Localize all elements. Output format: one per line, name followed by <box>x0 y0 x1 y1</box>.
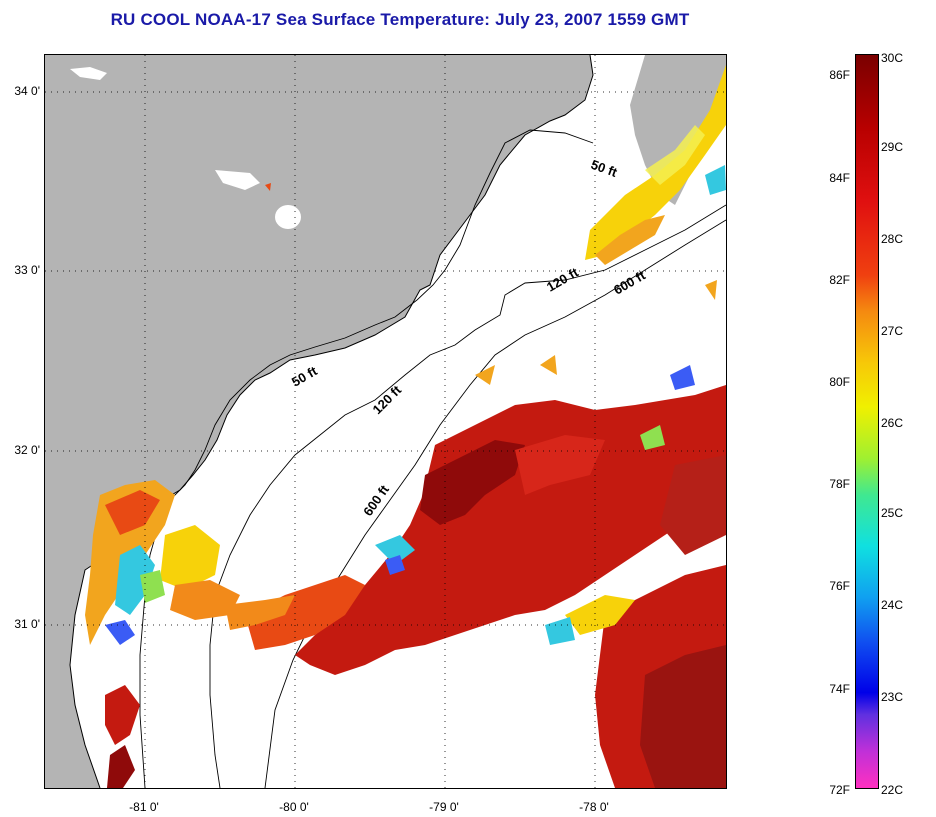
lat-label-33: 33 0' <box>14 263 40 277</box>
colorbar-c-30: 30C <box>881 51 904 65</box>
colorbar-f-74: 74F <box>829 682 850 696</box>
graticule <box>45 55 726 788</box>
colorbar-c-23: 23C <box>881 690 904 704</box>
map-title: RU COOL NOAA-17 Sea Surface Temperature:… <box>110 10 690 29</box>
colorbar-c-29: 29C <box>881 140 904 154</box>
lat-label-34: 34 0' <box>14 84 40 98</box>
colorbar-c-25: 25C <box>881 506 904 520</box>
depth-label-120ft-north: 120 ft <box>544 264 581 294</box>
colorbar-f-82: 82F <box>829 273 850 287</box>
sst-map[interactable]: 50 ft 50 ft 120 ft 120 ft 600 ft 600 ft <box>44 54 727 789</box>
lat-label-32: 32 0' <box>14 443 40 457</box>
colorbar-f-80: 80F <box>829 375 850 389</box>
colorbar-c-28: 28C <box>881 232 904 246</box>
colorbar-c-22: 22C <box>881 783 904 797</box>
colorbar-f-78: 78F <box>829 477 850 491</box>
colorbar-f-86: 86F <box>829 68 850 82</box>
colorbar-c-26: 26C <box>881 416 904 430</box>
sst-map-canvas: 50 ft 50 ft 120 ft 120 ft 600 ft 600 ft <box>45 55 726 788</box>
depth-label-600ft-south: 600 ft <box>360 482 392 519</box>
lon-label-80: -80 0' <box>279 800 309 814</box>
colorbar-f-72: 72F <box>829 783 850 797</box>
lon-label-78: -78 0' <box>579 800 609 814</box>
colorbar-f-76: 76F <box>829 579 850 593</box>
depth-label-50ft-south: 50 ft <box>289 363 320 390</box>
colorbar-c-27: 27C <box>881 324 904 338</box>
lon-label-79: -79 0' <box>429 800 459 814</box>
colorbar-f-84: 84F <box>829 171 850 185</box>
depth-label-120ft-south: 120 ft <box>370 382 405 417</box>
land-region <box>45 55 593 788</box>
temperature-colorbar <box>855 54 879 789</box>
depth-label-50ft-north: 50 ft <box>589 157 620 180</box>
lat-label-31: 31 0' <box>14 617 40 631</box>
lon-label-81: -81 0' <box>129 800 159 814</box>
colorbar-c-24: 24C <box>881 598 904 612</box>
